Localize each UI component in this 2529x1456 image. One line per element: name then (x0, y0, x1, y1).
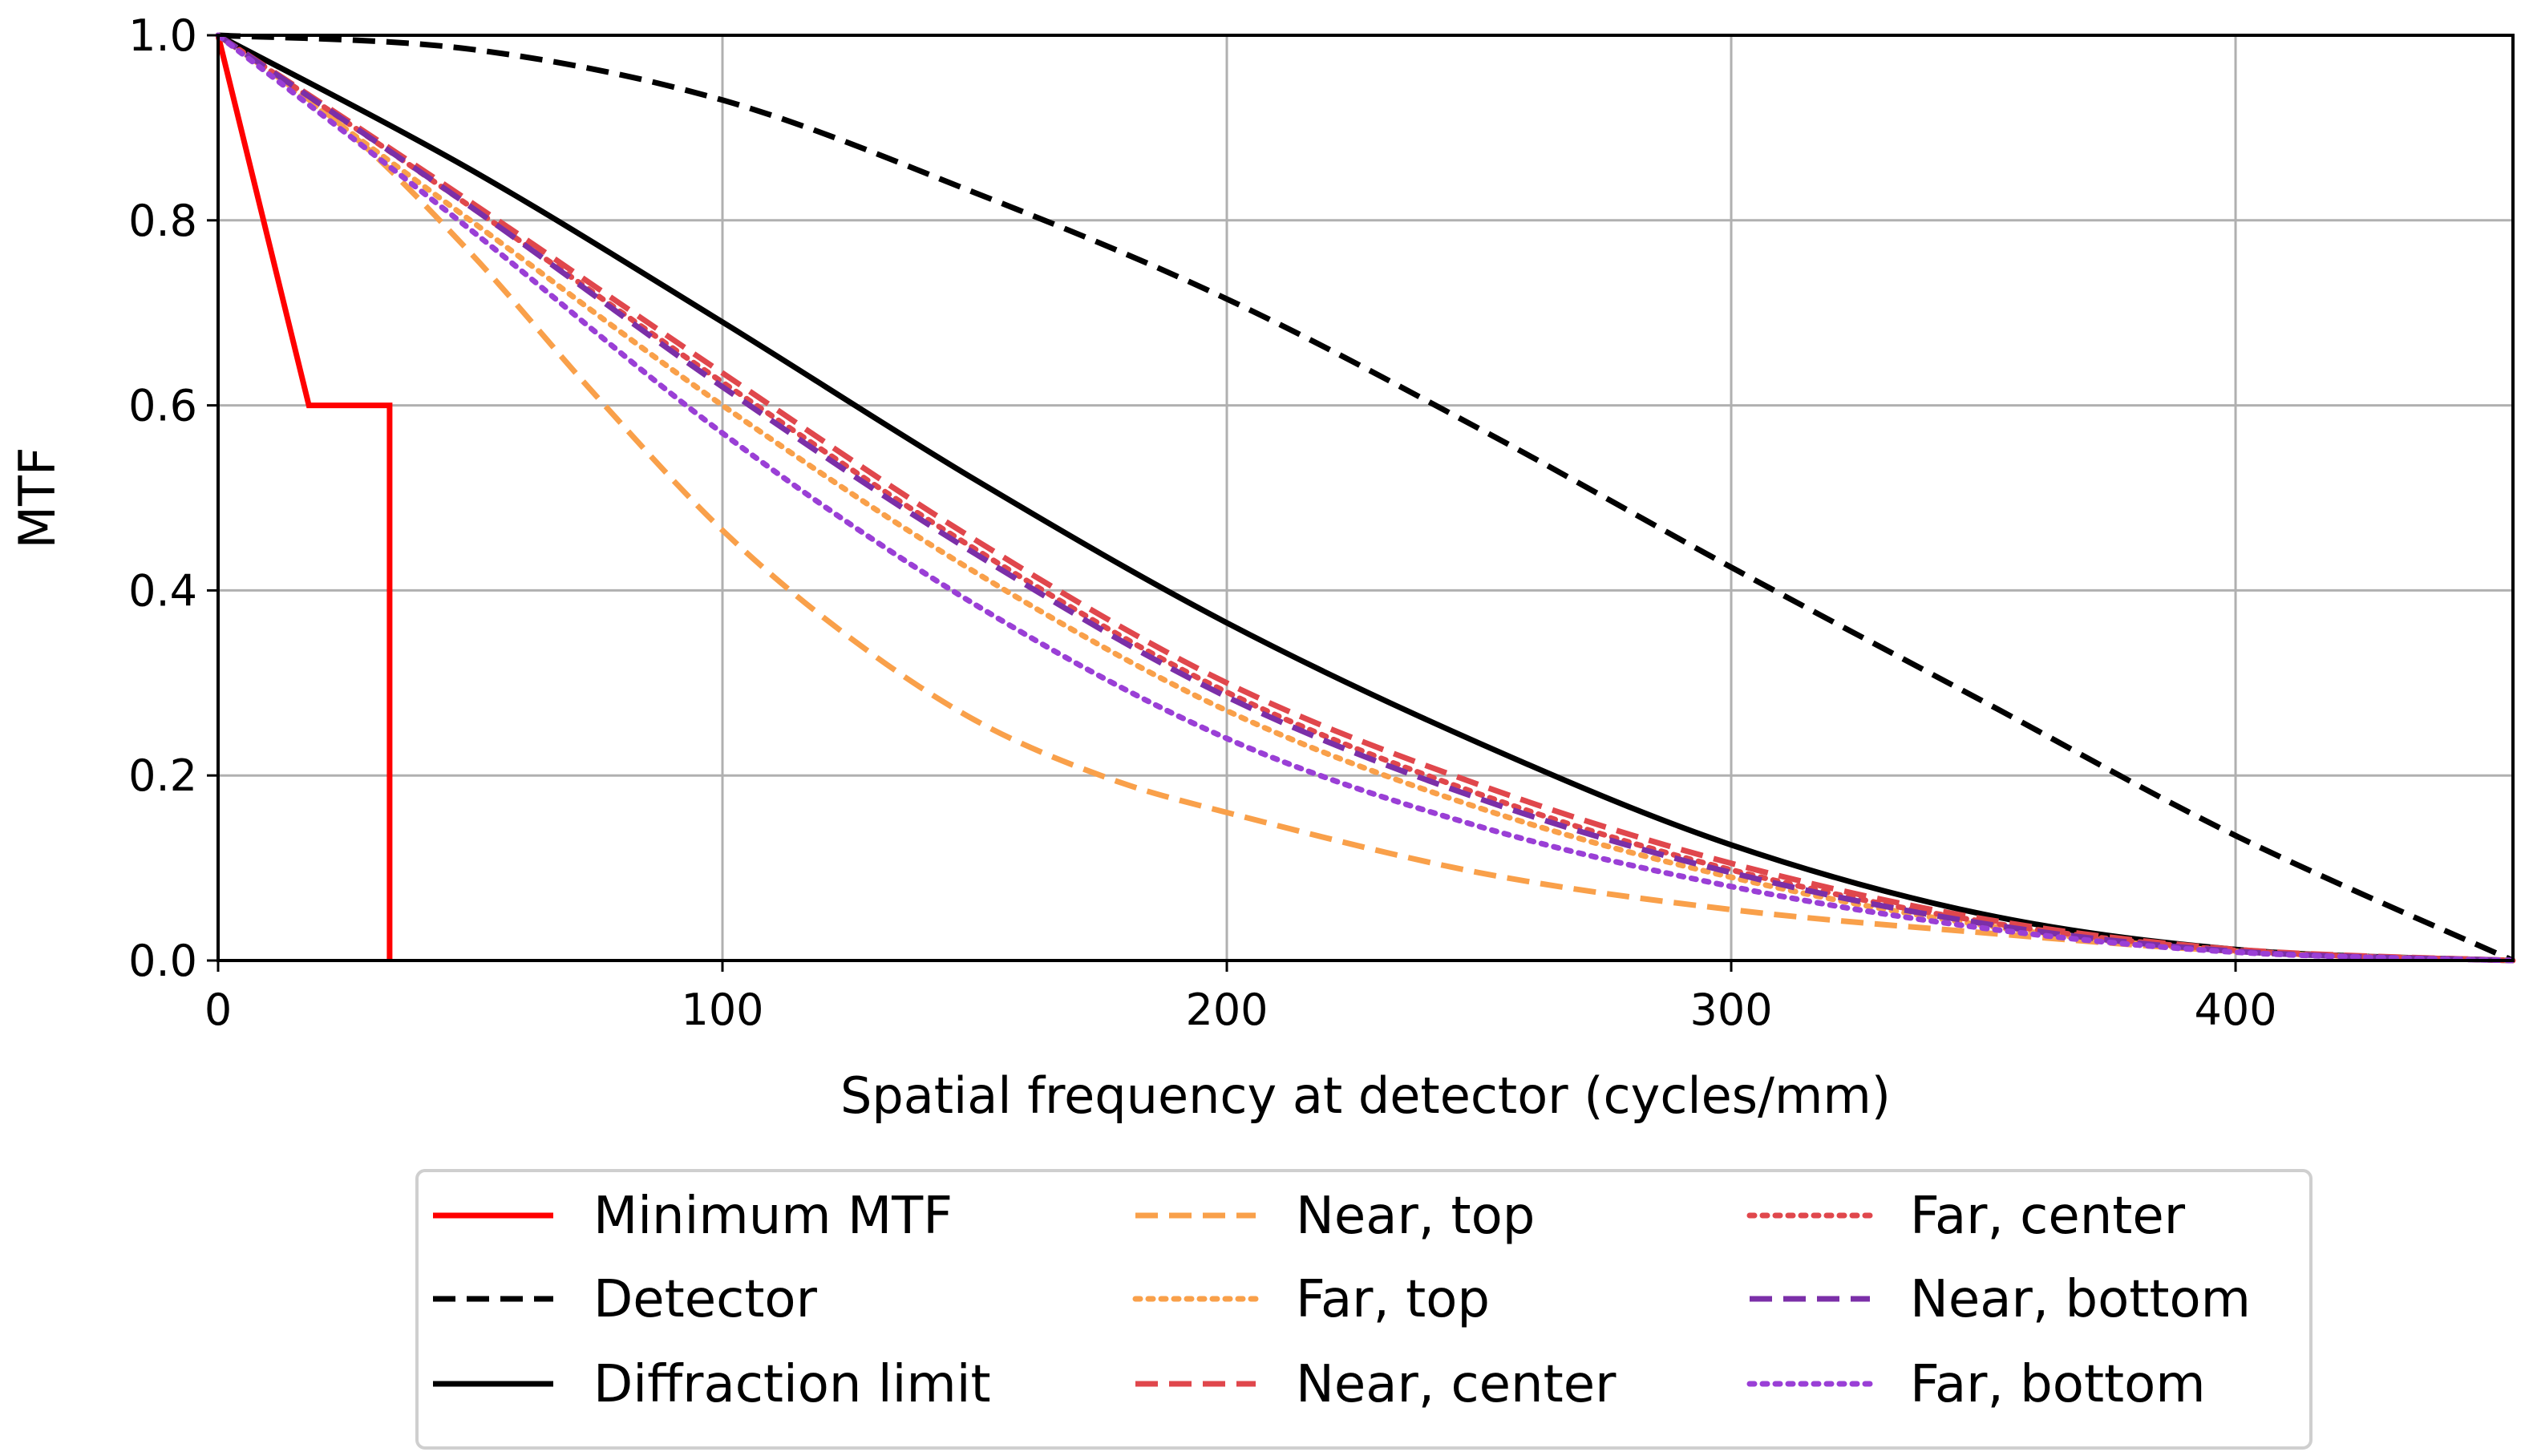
legend-label-far-top: Far, top (1296, 1270, 1490, 1329)
legend: Minimum MTF Detector Diffraction limit Near… (415, 1169, 2313, 1450)
series-line-near-center (216, 33, 2514, 964)
legend-label-minimum-mtf: Minimum MTF (593, 1187, 953, 1246)
x-axis-label: Spatial frequency at detector (cycles/mm… (840, 1066, 1891, 1125)
x-tick-label: 200 (1185, 985, 1268, 1035)
grid-lines (216, 34, 2513, 962)
series-lines (215, 32, 2516, 964)
legend-box (415, 1169, 2313, 1450)
legend-label-near-top: Near, top (1296, 1187, 1535, 1246)
legend-label-near-bottom: Near, bottom (1910, 1270, 2251, 1329)
y-tick-label: 0.4 (128, 565, 197, 616)
legend-label-far-center: Far, center (1910, 1187, 2186, 1246)
series-line-minimum-mtf (215, 34, 393, 961)
axis-ticks: 0 100 200 300 400 0.0 0.2 0.4 0.6 0.8 1.0 (128, 10, 2276, 1035)
y-tick-label: 0.6 (128, 381, 197, 431)
legend-label-far-bottom: Far, bottom (1910, 1355, 2206, 1414)
series-line-near-top (216, 33, 2514, 964)
legend-label-near-center: Near, center (1296, 1355, 1617, 1414)
legend-label-diffraction-limit: Diffraction limit (593, 1355, 991, 1414)
y-tick-label: 0.0 (128, 936, 197, 986)
y-axis-label: MTF (8, 447, 67, 548)
series-line-diffraction-limit (216, 32, 2514, 964)
series-line-far-bottom (215, 32, 2516, 964)
legend-label-detector: Detector (593, 1270, 818, 1329)
x-tick-label: 300 (1689, 985, 1772, 1035)
series-line-detector (217, 32, 2515, 964)
plot-frame (216, 34, 2515, 962)
x-tick-label: 0 (204, 985, 232, 1035)
y-tick-label: 0.8 (128, 196, 197, 246)
series-line-near-bottom (216, 33, 2514, 964)
series-line-far-center (215, 32, 2516, 964)
x-tick-label: 100 (681, 985, 763, 1035)
y-tick-label: 0.2 (128, 750, 197, 801)
series-line-far-top (215, 32, 2516, 964)
y-tick-label: 1.0 (128, 10, 197, 61)
x-tick-label: 400 (2195, 985, 2277, 1035)
